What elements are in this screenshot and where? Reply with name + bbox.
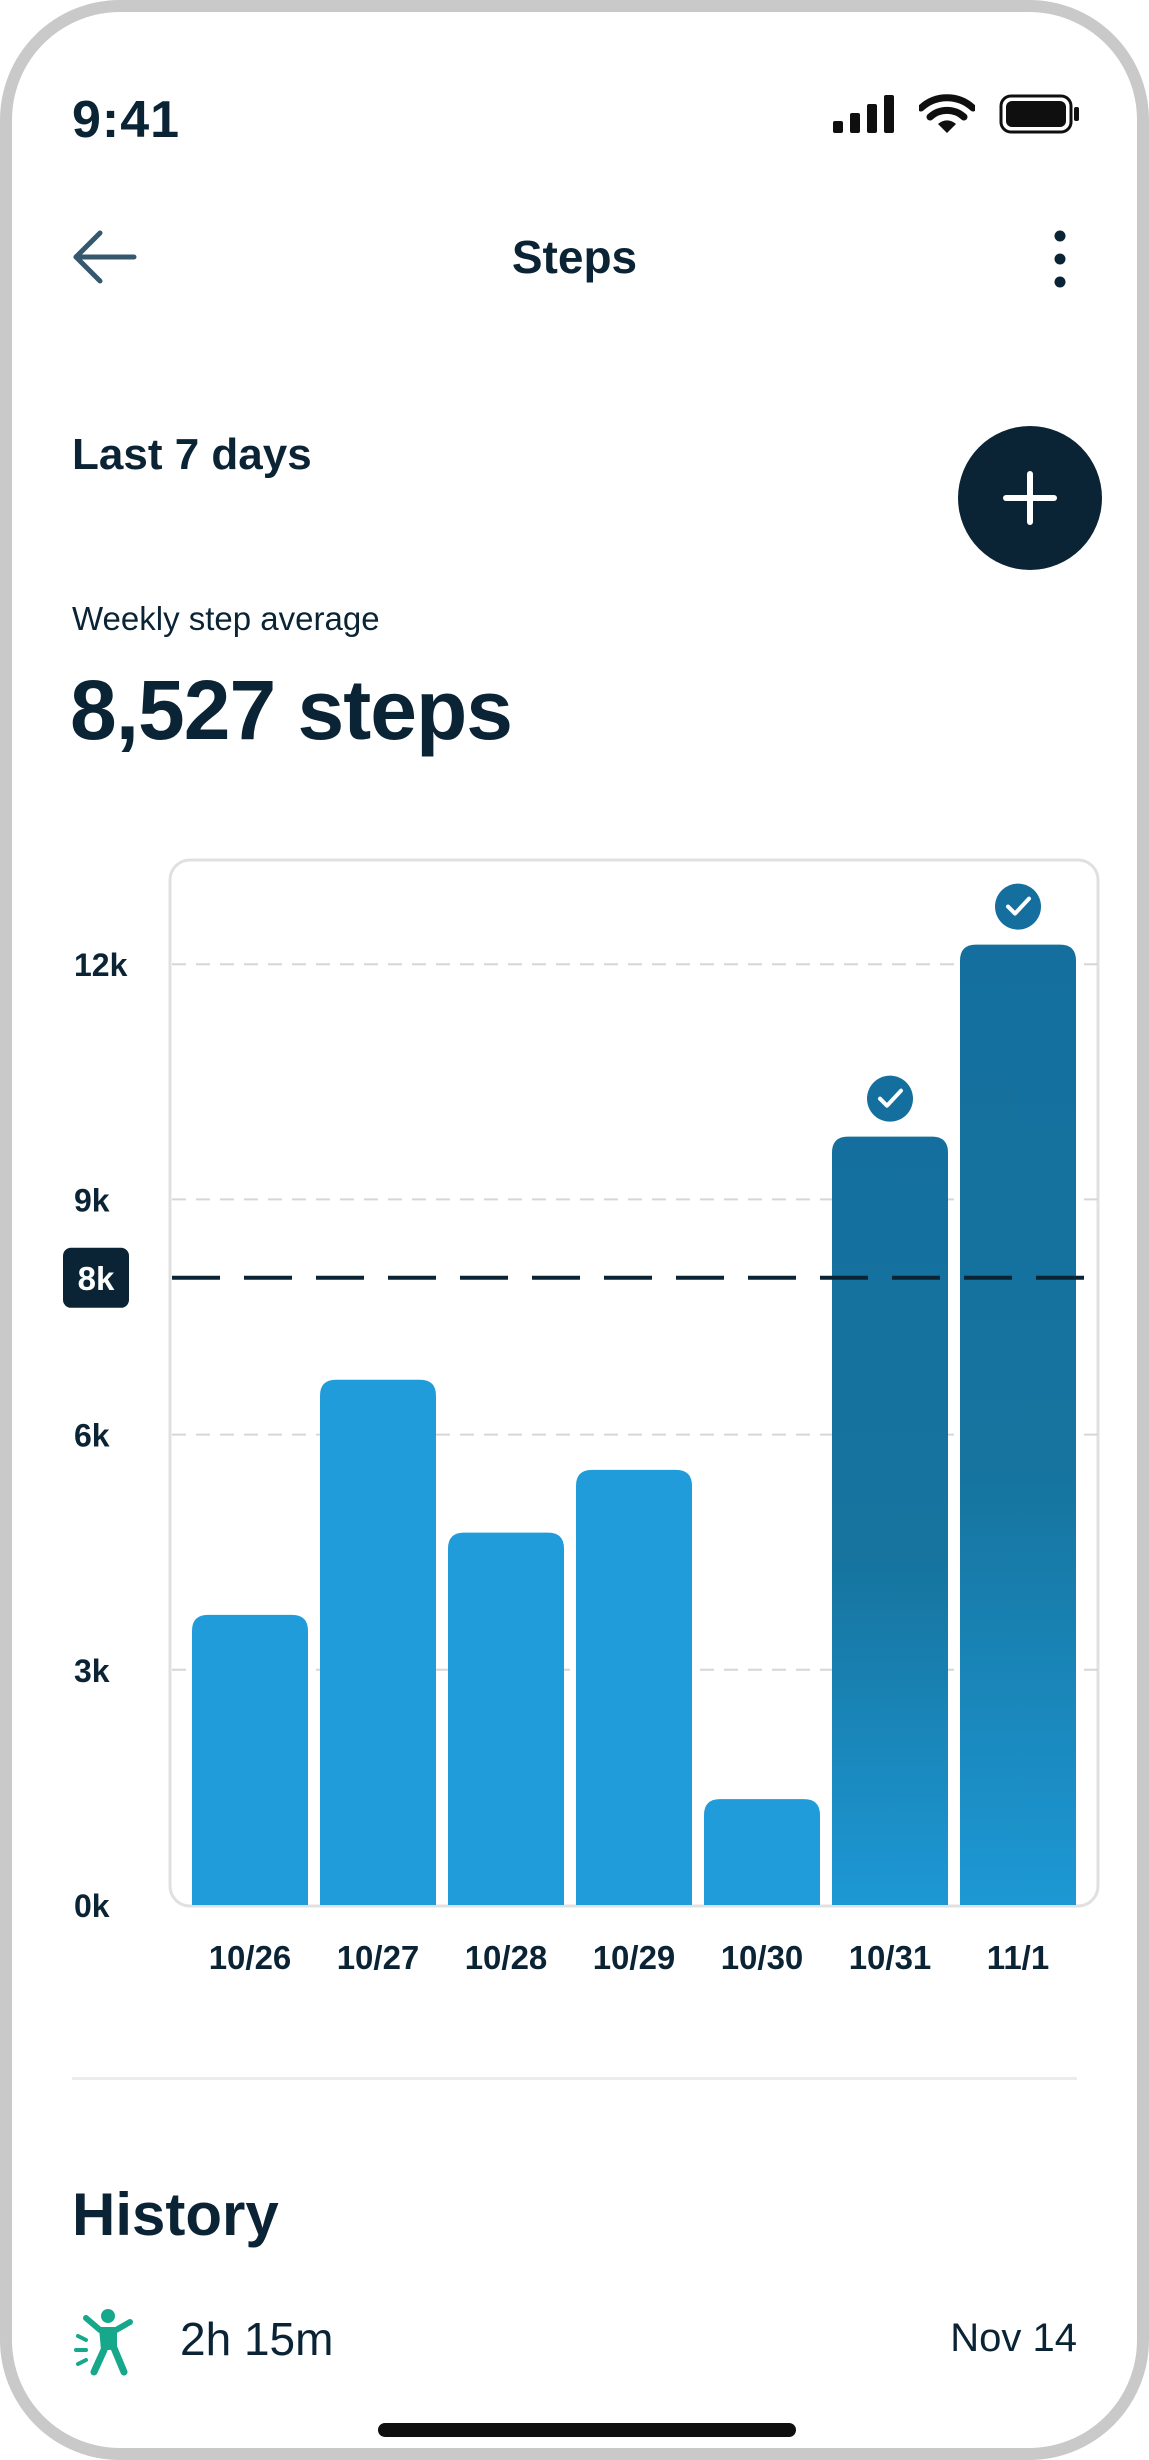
range-title: Last 7 days xyxy=(72,430,312,479)
add-entry-button[interactable] xyxy=(958,426,1102,570)
bar-goal-met xyxy=(832,1136,948,1905)
status-time: 9:41 xyxy=(72,91,181,149)
arrow-left-icon xyxy=(73,230,137,284)
bar xyxy=(576,1469,692,1905)
y-tick-label: 0k xyxy=(74,1888,110,1924)
x-tick-label: 10/29 xyxy=(593,1939,676,1976)
check-mark-icon xyxy=(878,1088,903,1108)
x-tick-label: 10/31 xyxy=(849,1939,932,1976)
section-divider xyxy=(72,2077,1077,2080)
page-title: Steps xyxy=(511,231,638,283)
check-mark-icon xyxy=(1006,896,1031,916)
x-tick-label: 11/1 xyxy=(987,1939,1049,1976)
goal-label: 8k xyxy=(78,1260,115,1297)
x-tick-label: 10/26 xyxy=(209,1939,292,1976)
average-value: 8,527 steps xyxy=(70,663,513,757)
y-tick-label: 3k xyxy=(74,1653,110,1689)
history-date: Nov 14 xyxy=(950,2316,1077,2360)
bar xyxy=(320,1379,436,1905)
y-tick-label: 6k xyxy=(74,1418,110,1454)
x-tick-label: 10/27 xyxy=(337,1939,420,1976)
home-indicator[interactable] xyxy=(378,2423,796,2437)
battery-icon xyxy=(999,94,1079,134)
status-icons xyxy=(833,94,1081,134)
history-duration: 2h 15m xyxy=(180,2313,334,2365)
steps-chart: 8k 0k 3k 6k 9k 12k 10/26 10/27 10/28 10/29 10/30 1… xyxy=(63,858,1100,1976)
x-tick-label: 10/28 xyxy=(465,1939,548,1976)
plus-icon xyxy=(1003,471,1057,525)
bar-goal-met xyxy=(960,944,1076,1905)
back-button[interactable] xyxy=(70,227,140,287)
wifi-icon xyxy=(919,94,975,133)
y-tick-label: 9k xyxy=(74,1182,110,1218)
average-label: Weekly step average xyxy=(72,600,380,637)
goal-badge xyxy=(63,1247,129,1308)
y-tick-label: 12k xyxy=(74,947,128,983)
bar xyxy=(704,1799,820,1905)
activity-dancing-icon xyxy=(74,2309,133,2376)
history-title: History xyxy=(72,2181,279,2248)
x-tick-label: 10/30 xyxy=(721,1939,804,1976)
cellular-signal-icon xyxy=(833,95,894,133)
history-item[interactable]: 2h 15m Nov 14 xyxy=(72,2302,1077,2382)
bar xyxy=(192,1614,308,1905)
check-badge-icon xyxy=(867,1075,913,1122)
bar xyxy=(448,1532,564,1905)
more-options-button[interactable] xyxy=(1045,224,1075,294)
more-vertical-icon xyxy=(1054,230,1066,288)
check-badge-icon xyxy=(995,883,1041,930)
